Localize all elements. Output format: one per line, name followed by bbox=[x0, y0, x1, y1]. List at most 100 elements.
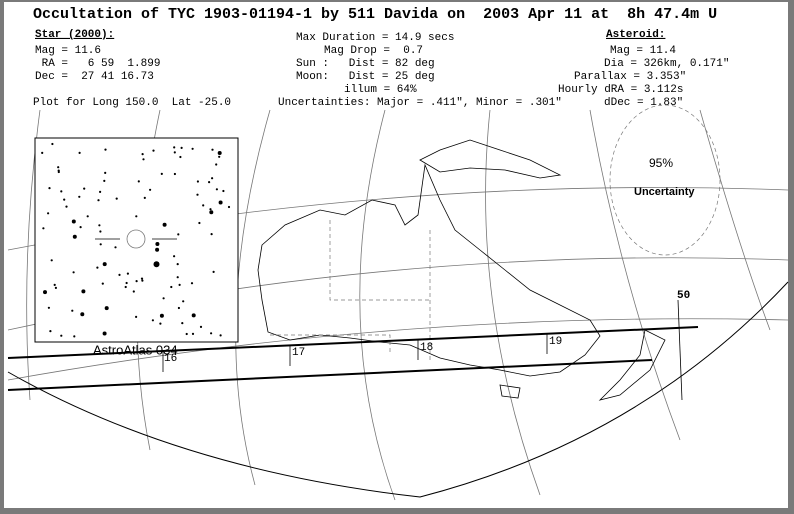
star bbox=[209, 210, 214, 215]
atlas-label: AstroAtlas 034 bbox=[93, 342, 178, 357]
star bbox=[42, 227, 45, 230]
star bbox=[208, 181, 211, 184]
uncertainty-percent: 95% bbox=[649, 156, 673, 170]
star bbox=[209, 208, 212, 211]
star bbox=[73, 335, 76, 338]
star bbox=[191, 147, 194, 150]
asteroid-line: Mag = 11.4 bbox=[610, 45, 676, 57]
star bbox=[149, 188, 152, 191]
event-line: Mag Drop = 0.7 bbox=[324, 45, 423, 57]
star bbox=[212, 270, 215, 273]
star bbox=[176, 276, 179, 279]
coastline bbox=[419, 139, 562, 179]
star bbox=[173, 172, 176, 176]
star bbox=[104, 306, 109, 311]
star bbox=[217, 151, 222, 155]
star bbox=[72, 271, 75, 274]
star bbox=[162, 222, 167, 227]
path-limit bbox=[7, 326, 699, 359]
star bbox=[71, 219, 76, 224]
star bbox=[132, 290, 135, 293]
asteroid-line: Parallax = 3.353" bbox=[574, 71, 686, 83]
star bbox=[155, 242, 160, 246]
star bbox=[47, 212, 50, 215]
star bbox=[219, 334, 222, 337]
star bbox=[65, 205, 68, 208]
star bbox=[159, 322, 162, 325]
star bbox=[49, 330, 52, 333]
star bbox=[72, 234, 77, 239]
star bbox=[177, 233, 180, 236]
star bbox=[53, 283, 56, 286]
star bbox=[196, 193, 199, 196]
star bbox=[60, 190, 63, 193]
time-label: 18 bbox=[420, 342, 433, 354]
star bbox=[160, 172, 163, 175]
star bbox=[104, 171, 107, 174]
star bbox=[103, 179, 106, 182]
star bbox=[118, 273, 121, 276]
event-line: illum = 64% bbox=[344, 84, 417, 96]
star bbox=[96, 266, 99, 269]
grid-line bbox=[485, 109, 541, 496]
star-chart bbox=[34, 137, 239, 343]
star bbox=[210, 332, 213, 335]
star bbox=[51, 142, 54, 146]
star-field bbox=[41, 142, 231, 338]
star bbox=[99, 243, 102, 246]
event-line: Max Duration = 14.9 secs bbox=[296, 32, 454, 44]
uncertainty-ellipse bbox=[609, 104, 721, 256]
star bbox=[125, 281, 128, 285]
star bbox=[135, 315, 138, 318]
star bbox=[176, 263, 179, 266]
star bbox=[222, 189, 225, 193]
star bbox=[57, 166, 60, 169]
star bbox=[153, 261, 160, 268]
asteroid-line: Dia = 326km, 0.171" bbox=[604, 58, 729, 70]
event-line: Sun : Dist = 82 deg bbox=[296, 58, 435, 70]
star bbox=[140, 277, 144, 280]
star bbox=[48, 187, 51, 190]
star bbox=[159, 313, 164, 318]
star bbox=[173, 146, 176, 149]
star bbox=[211, 177, 214, 180]
star bbox=[115, 197, 118, 200]
star bbox=[141, 279, 144, 282]
star bbox=[71, 309, 74, 312]
star bbox=[83, 187, 86, 190]
path-limit bbox=[7, 359, 653, 391]
star bbox=[173, 255, 176, 258]
star bbox=[78, 195, 81, 198]
star bbox=[215, 163, 218, 166]
asteroid-line: dDec = 1.83" bbox=[604, 97, 683, 109]
star-heading: Star (2000): bbox=[35, 29, 114, 41]
star bbox=[151, 319, 154, 322]
star bbox=[102, 262, 107, 267]
plot-location: Plot for Long 150.0 Lat -25.0 bbox=[33, 97, 231, 109]
star bbox=[81, 289, 86, 294]
star bbox=[86, 215, 89, 218]
star-line: Mag = 11.6 bbox=[35, 45, 101, 57]
star bbox=[218, 200, 223, 205]
star bbox=[177, 306, 180, 310]
globe-limb bbox=[7, 281, 789, 498]
star bbox=[185, 332, 188, 336]
star bbox=[47, 306, 51, 309]
star bbox=[135, 280, 138, 283]
star bbox=[135, 215, 138, 218]
star bbox=[80, 312, 85, 317]
star bbox=[143, 196, 146, 199]
star bbox=[181, 322, 184, 325]
star bbox=[191, 332, 195, 335]
star bbox=[199, 325, 203, 328]
star bbox=[198, 221, 201, 225]
title: Occultation of TYC 1903-01194-1 by 511 D… bbox=[33, 6, 717, 23]
asteroid-line: Hourly dRA = 3.112s bbox=[558, 84, 683, 96]
star bbox=[141, 153, 144, 156]
asteroid-heading: Asteroid: bbox=[606, 29, 665, 41]
star bbox=[196, 180, 199, 183]
star bbox=[178, 283, 181, 286]
coastline bbox=[499, 384, 521, 399]
time-label: 17 bbox=[292, 347, 305, 359]
